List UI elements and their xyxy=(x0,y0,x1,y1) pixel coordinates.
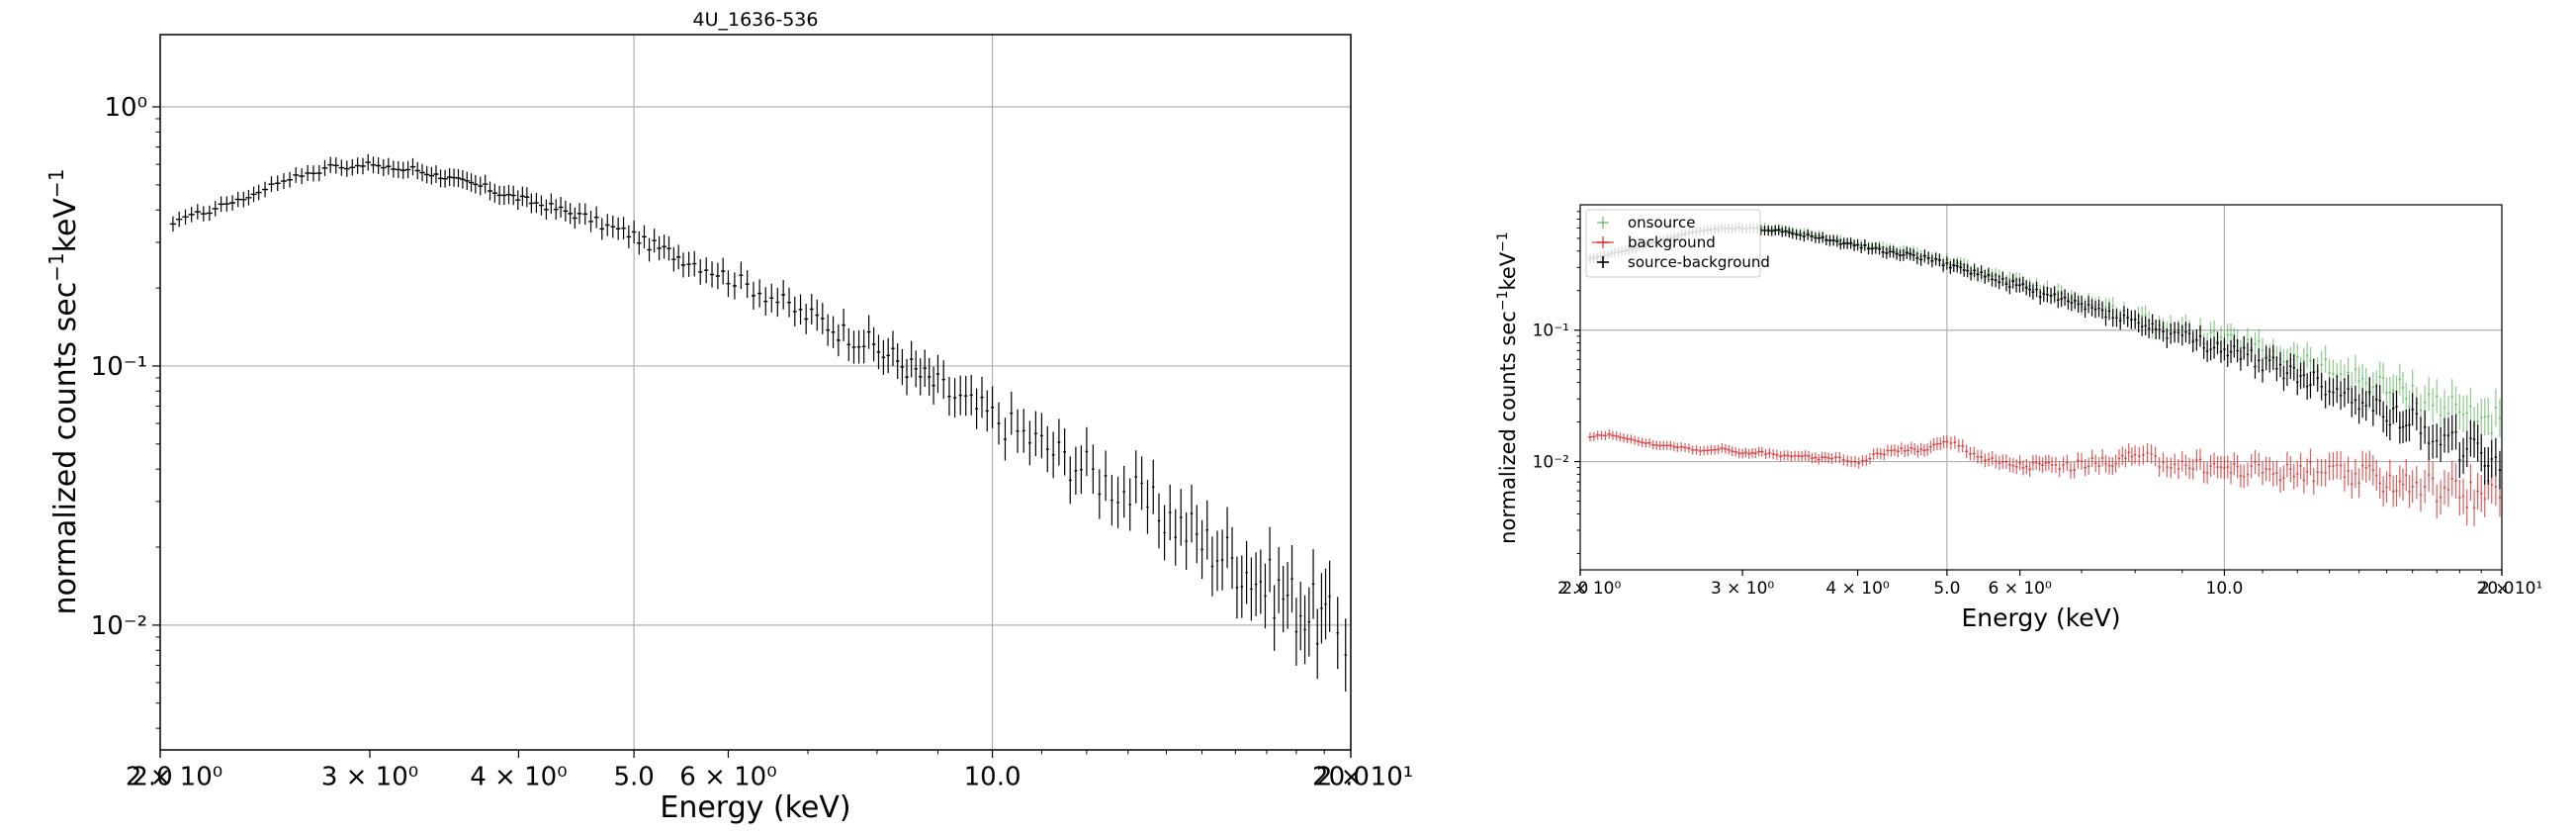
series-background xyxy=(1587,429,2502,526)
plot-frame xyxy=(159,34,1352,751)
legend-box xyxy=(1585,209,1761,278)
x-tick-label: 4 × 10⁰ xyxy=(470,762,567,791)
x-tick-label: 2.0 xyxy=(1561,579,1588,599)
y-axis-label-unit: keV xyxy=(48,198,83,253)
spectrum-chart-left: 4U_1636-536 2.02 × 10⁰ 3 × 10⁰ 4 × 10⁰ 5.0 6… xyxy=(44,9,1413,825)
y-axis-label: normalized counts sec−1keV−1 xyxy=(1495,232,1520,544)
y-axis-label: normalized counts sec−1keV−1 xyxy=(44,169,83,615)
legend-label: onsource xyxy=(1628,214,1696,232)
x-tick-label: 20.0 xyxy=(2477,579,2515,599)
y-axis-label-main: normalized counts sec xyxy=(48,282,83,615)
series-spectrum xyxy=(169,153,1347,693)
y-tick-label: 10⁻² xyxy=(1533,453,1569,473)
x-axis-label: Energy (keV) xyxy=(660,790,850,825)
x-tick-label: 3 × 10⁰ xyxy=(321,762,418,791)
x-tick-label: 3 × 10⁰ xyxy=(1711,579,1774,599)
x-tick-label: 10.0 xyxy=(964,762,1022,791)
x-tick-label: 2 × 10¹ xyxy=(1316,762,1413,791)
y-tick-label: 10⁻¹ xyxy=(1533,322,1569,341)
x-tick-label: 2 × 10⁰ xyxy=(1557,579,1621,599)
x-tick-label: 5.0 xyxy=(1933,579,1960,599)
x-tick-label: 4 × 10⁰ xyxy=(1825,579,1889,599)
legend-label: background xyxy=(1628,233,1716,251)
spectrum-chart-right: 2.02 × 10⁰ 3 × 10⁰ 4 × 10⁰ 5.0 6 × 10⁰ 10.0 20… xyxy=(1495,204,2542,632)
x-tick-label: 5.0 xyxy=(613,762,654,791)
y-axis-label-exp1: −1 xyxy=(1495,291,1511,312)
y-axis-label-exp1: −1 xyxy=(44,252,68,281)
x-tick-label: 6 × 10⁰ xyxy=(1989,579,2052,599)
x-tick-label: 2 × 10⁰ xyxy=(126,762,222,791)
x-tick-label: 10.0 xyxy=(2206,579,2244,599)
x-tick-label: 2 × 10¹ xyxy=(2479,579,2542,599)
y-axis-label-unit: keV xyxy=(1496,251,1520,290)
legend-label: source-background xyxy=(1628,253,1770,271)
x-axis-label: Energy (keV) xyxy=(1961,603,2120,632)
y-axis-label-exp2: −1 xyxy=(1495,232,1511,252)
plot-frame xyxy=(1579,204,2503,571)
y-tick-label: 10⁻¹ xyxy=(91,352,147,382)
y-tick-label: 10⁻² xyxy=(91,611,147,641)
chart-title: 4U_1636-536 xyxy=(693,9,819,31)
x-tick-label: 20.0 xyxy=(1312,762,1370,791)
y-axis-label-main: normalized counts sec xyxy=(1496,311,1520,544)
x-tick-label: 6 × 10⁰ xyxy=(679,762,776,791)
x-tick-label: 2.0 xyxy=(132,762,172,791)
y-tick-label: 10⁰ xyxy=(104,93,147,123)
y-axis-label-exp2: −1 xyxy=(44,169,68,198)
